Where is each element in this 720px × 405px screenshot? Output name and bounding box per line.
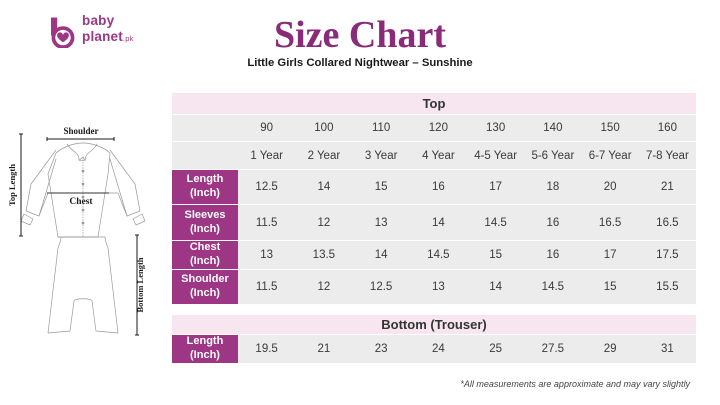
svg-text:Chest: Chest (69, 197, 93, 207)
svg-text:Shoulder: Shoulder (63, 126, 98, 136)
svg-text:Bottom Length: Bottom Length (135, 257, 145, 312)
svg-text:Top Length: Top Length (7, 164, 17, 206)
